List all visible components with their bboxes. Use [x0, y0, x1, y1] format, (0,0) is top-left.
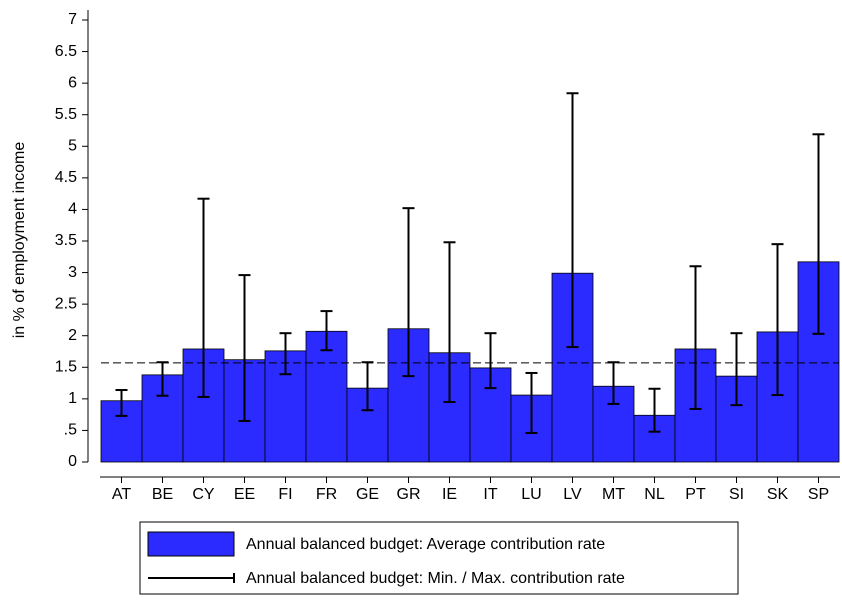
y-tick-label: 7 — [68, 11, 77, 28]
y-tick-label: 5 — [68, 138, 77, 155]
y-tick-label: 6.5 — [55, 43, 77, 60]
legend-swatch — [147, 531, 235, 557]
legend-label: Annual balanced budget: Average contribu… — [246, 536, 605, 553]
y-axis-title: in % of employment income — [11, 142, 28, 339]
legend-box — [139, 521, 739, 595]
x-tick-label: PT — [685, 486, 706, 503]
x-tick-label: SK — [767, 486, 789, 503]
x-tick-label: SI — [729, 486, 744, 503]
x-tick-label: FI — [278, 486, 292, 503]
x-tick-label: CY — [192, 486, 215, 503]
x-tick-label: MT — [602, 486, 625, 503]
y-tick-label: 2 — [68, 327, 77, 344]
y-tick-label: 2.5 — [55, 295, 77, 312]
y-tick-label: 5.5 — [55, 106, 77, 123]
legend-label: Annual balanced budget: Min. / Max. cont… — [246, 570, 625, 587]
x-tick-label: GR — [397, 486, 421, 503]
x-tick-label: IT — [483, 486, 497, 503]
y-tick-label: 3 — [68, 264, 77, 281]
y-tick-label: .5 — [64, 422, 77, 439]
y-tick-label: 4.5 — [55, 169, 77, 186]
y-tick-label: 0 — [68, 453, 77, 470]
y-tick-label: 1 — [68, 390, 77, 407]
x-tick-label: NL — [644, 486, 665, 503]
x-tick-label: FR — [316, 486, 337, 503]
bar — [305, 330, 348, 463]
y-tick-label: 3.5 — [55, 232, 77, 249]
x-tick-label: LV — [563, 486, 582, 503]
x-tick-label: IE — [442, 486, 457, 503]
x-tick-label: LU — [521, 486, 541, 503]
y-tick-label: 1.5 — [55, 359, 77, 376]
x-tick-label: SP — [808, 486, 829, 503]
y-tick-label: 6 — [68, 74, 77, 91]
x-tick-label: GE — [356, 486, 379, 503]
x-tick-label: BE — [152, 486, 173, 503]
x-tick-label: EE — [234, 486, 255, 503]
x-tick-label: AT — [112, 486, 131, 503]
y-tick-label: 4 — [68, 201, 77, 218]
